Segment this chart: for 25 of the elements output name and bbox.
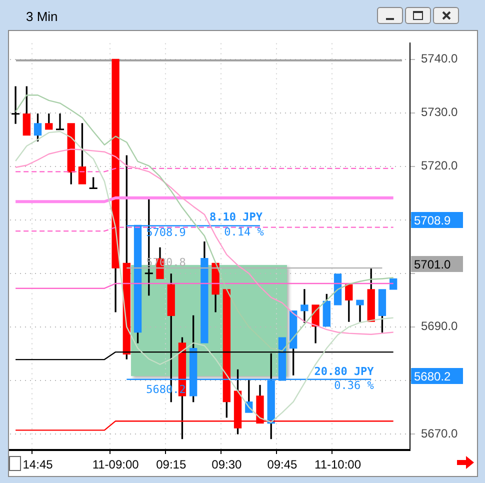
annotation: 0.14 % <box>224 226 264 239</box>
y-tick-label: 5740.0 <box>421 52 458 66</box>
candlestick <box>300 289 308 323</box>
text: 5701.0 <box>414 257 452 272</box>
candlestick <box>200 241 208 344</box>
x-tick-label: 14:45 <box>22 458 54 472</box>
annotation: 0.36 % <box>334 379 374 392</box>
x-tick-label: 09:15 <box>156 458 186 472</box>
candlestick <box>112 58 120 312</box>
x-tick-label: 11-10:00 <box>314 458 362 472</box>
text: 5680.2 <box>414 369 452 384</box>
x-tick-label: 09:30 <box>212 458 242 472</box>
x-tick-label: 11-09:00 <box>92 458 140 472</box>
y-tick-label: 5720.0 <box>421 158 458 173</box>
x-tick-label: 09:45 <box>267 458 298 472</box>
y-tick-label: 5690.0 <box>421 319 458 334</box>
annotation: 20.80 JPY <box>314 365 374 378</box>
candlestick <box>334 274 342 306</box>
candlestick <box>356 300 364 322</box>
text: 5708.9 <box>414 213 452 228</box>
annotation: 8.10 JPY <box>210 210 263 224</box>
candlestick <box>390 278 398 290</box>
chart-title: 3 Min <box>26 9 58 24</box>
y-tick-label: 5730.0 <box>421 105 458 120</box>
y-tick-label: 5670.0 <box>421 426 458 440</box>
